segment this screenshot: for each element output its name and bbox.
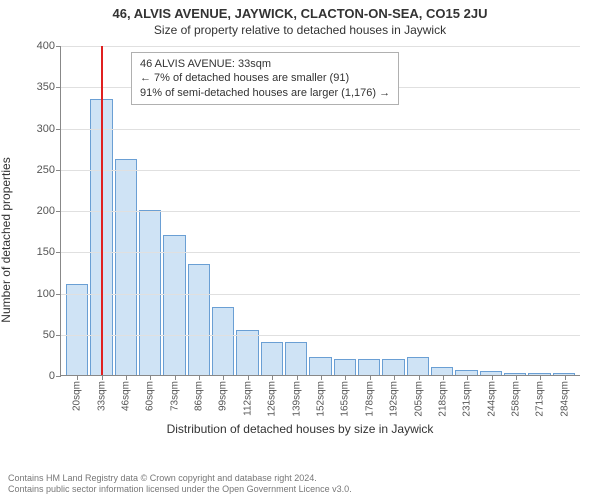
x-tick-label: 231sqm [462,381,473,417]
x-tick-mark [443,375,444,380]
x-tick-label: 218sqm [437,381,448,417]
x-tick-mark [345,375,346,380]
x-tick-label: 244sqm [486,381,497,417]
gridline [61,335,580,336]
histogram-bar [309,357,331,375]
footer-attribution: Contains HM Land Registry data © Crown c… [8,473,352,496]
x-tick-mark [370,375,371,380]
x-tick-label: 152sqm [316,381,327,417]
histogram-bar [431,367,453,375]
x-tick-mark [540,375,541,380]
x-tick-label: 139sqm [291,381,302,417]
gridline [61,129,580,130]
page-subtitle: Size of property relative to detached ho… [0,21,600,39]
x-tick-label: 284sqm [559,381,570,417]
x-tick-label: 205sqm [413,381,424,417]
x-tick-label: 99sqm [218,381,229,411]
gridline [61,46,580,47]
chart-container: Number of detached properties 0501001502… [10,40,590,440]
histogram-bar [528,373,550,375]
x-tick-mark [419,375,420,380]
x-tick-label: 73sqm [169,381,180,411]
x-tick-mark [223,375,224,380]
x-tick-mark [516,375,517,380]
histogram-bar [553,373,575,375]
x-tick-mark [321,375,322,380]
x-tick-label: 126sqm [267,381,278,417]
histogram-bar [382,359,404,376]
y-tick-label: 150 [37,246,61,258]
x-tick-mark [175,375,176,380]
y-tick-label: 300 [37,123,61,135]
y-tick-label: 100 [37,288,61,300]
footer-line-2: Contains public sector information licen… [8,484,352,496]
x-tick-mark [492,375,493,380]
x-tick-mark [199,375,200,380]
y-tick-label: 50 [43,329,61,341]
x-tick-mark [77,375,78,380]
histogram-bar [407,357,429,375]
x-tick-mark [248,375,249,380]
y-tick-label: 400 [37,40,61,52]
gridline [61,170,580,171]
x-tick-label: 60sqm [145,381,156,411]
x-tick-mark [150,375,151,380]
x-tick-label: 86sqm [194,381,205,411]
histogram-bar [285,342,307,375]
footer-line-1: Contains HM Land Registry data © Crown c… [8,473,352,485]
x-tick-mark [394,375,395,380]
histogram-bar [66,284,88,375]
plot-area: 05010015020025030035040020sqm33sqm46sqm6… [60,46,580,376]
gridline [61,294,580,295]
annotation-line-2: ← 7% of detached houses are smaller (91) [140,71,390,85]
histogram-bar [163,235,185,375]
annotation-box: 46 ALVIS AVENUE: 33sqm← 7% of detached h… [131,52,399,105]
x-tick-label: 178sqm [364,381,375,417]
x-axis-label: Distribution of detached houses by size … [10,422,590,436]
y-tick-label: 250 [37,164,61,176]
x-tick-label: 33sqm [96,381,107,411]
annotation-line-3: 91% of semi-detached houses are larger (… [140,86,390,100]
marker-line [101,46,103,375]
x-tick-label: 112sqm [242,381,253,416]
annotation-line-1: 46 ALVIS AVENUE: 33sqm [140,57,390,71]
x-tick-mark [126,375,127,380]
histogram-bar [334,359,356,376]
x-tick-label: 258sqm [511,381,522,417]
y-axis-label: Number of detached properties [0,157,13,322]
x-tick-mark [297,375,298,380]
histogram-bar [212,307,234,375]
y-tick-label: 350 [37,81,61,93]
page-title: 46, ALVIS AVENUE, JAYWICK, CLACTON-ON-SE… [0,0,600,21]
x-tick-mark [565,375,566,380]
x-tick-label: 20sqm [72,381,83,411]
gridline [61,252,580,253]
y-tick-label: 0 [49,370,61,382]
x-tick-mark [467,375,468,380]
histogram-bar [115,159,137,375]
histogram-bar [139,210,161,375]
histogram-bar [358,359,380,376]
histogram-bar [236,330,258,375]
x-tick-mark [272,375,273,380]
histogram-bar [188,264,210,375]
gridline [61,211,580,212]
y-tick-label: 200 [37,205,61,217]
x-tick-label: 165sqm [340,381,351,417]
x-tick-label: 192sqm [389,381,400,417]
x-tick-label: 271sqm [535,381,546,417]
x-tick-mark [102,375,103,380]
histogram-bar [261,342,283,375]
x-tick-label: 46sqm [120,381,131,411]
